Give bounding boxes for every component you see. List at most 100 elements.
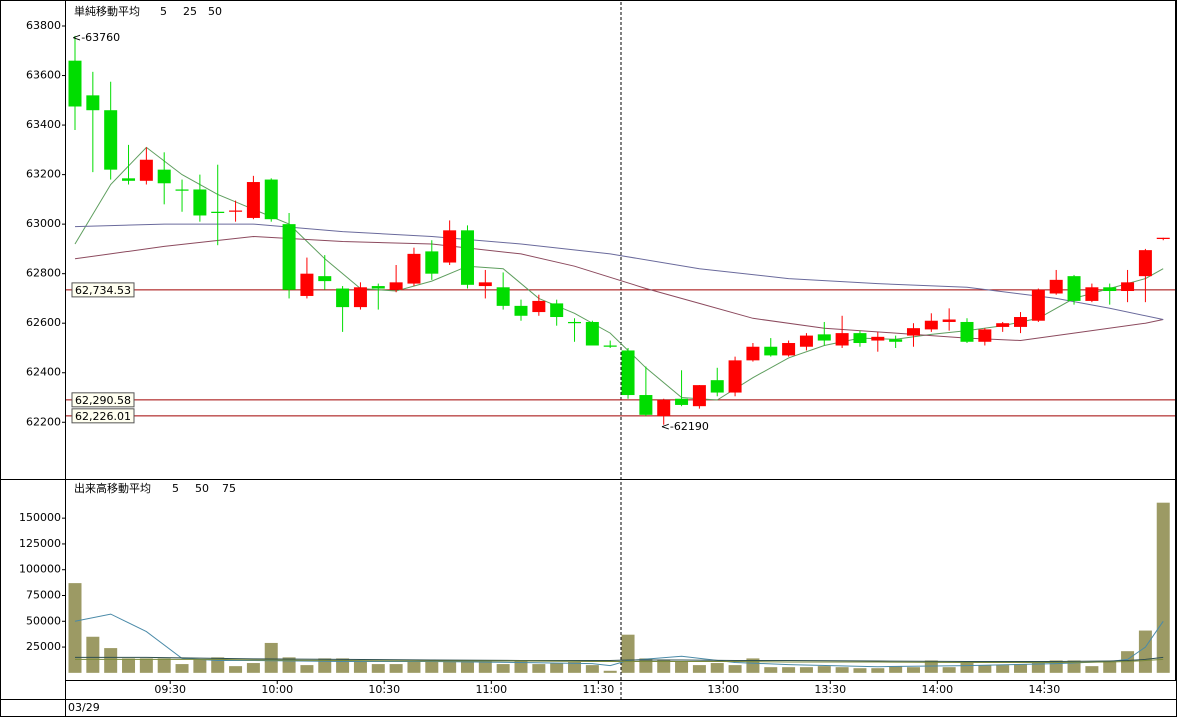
candle-body [246, 182, 260, 218]
x-tick-label: 11:00 [475, 683, 507, 696]
y-tick-label: 100000 [19, 563, 61, 576]
price-line-label-box [71, 392, 135, 408]
candle-body [300, 273, 314, 296]
candle-body [514, 305, 528, 316]
candle-body [211, 211, 225, 213]
candle-body [1067, 276, 1081, 301]
volume-bar [1014, 664, 1028, 673]
volume-bar [300, 665, 314, 673]
legend-entry: 50 [208, 5, 222, 18]
y-tick-label: 150000 [19, 511, 61, 524]
volume-bar [514, 660, 528, 673]
volume-bar [942, 667, 956, 673]
volume-bar [585, 665, 599, 673]
legend-entry: 50 [195, 482, 209, 495]
volume-bar [336, 658, 350, 673]
x-tick-label: 13:30 [814, 683, 846, 696]
extreme-label: <-62190 [661, 420, 709, 433]
volume-bar [996, 665, 1010, 673]
candle-body [746, 346, 760, 361]
candle-body [924, 320, 938, 330]
volume-bar [371, 664, 385, 673]
candle-body [1138, 250, 1152, 277]
candle-body [318, 276, 332, 282]
volume-bar [675, 662, 689, 673]
volume-bar [710, 663, 724, 673]
volume-bar [799, 667, 813, 673]
volume-bar [193, 659, 207, 673]
y-tick-label: 63200 [26, 168, 61, 181]
volume-bar [175, 664, 189, 673]
volume-bar [407, 660, 421, 673]
volume-bar [692, 665, 706, 673]
candle-body [657, 399, 671, 417]
candle-body [889, 339, 903, 342]
x-tick-label: 10:00 [261, 683, 293, 696]
candle-body [86, 95, 100, 111]
candle-body [175, 189, 189, 191]
candle-body [978, 329, 992, 342]
candle-body [443, 230, 457, 263]
candle-body [264, 179, 278, 220]
candle-body [407, 253, 421, 284]
volume-bar [1085, 666, 1099, 673]
extreme-label: <-63760 [72, 31, 120, 44]
candle-body [817, 334, 831, 341]
candle-body [568, 321, 582, 324]
candle-body [710, 380, 724, 393]
volume-bar [425, 660, 439, 673]
volume-bar [657, 659, 671, 673]
candle-body [193, 189, 207, 216]
candle-body [782, 343, 796, 356]
volume-bar [264, 642, 278, 673]
y-tick-label: 63600 [26, 69, 61, 82]
price-line-label: 62,290.58 [75, 394, 131, 407]
candle-body [336, 288, 350, 308]
candle-body [799, 335, 813, 347]
candle-body [996, 323, 1010, 327]
volume-bar [532, 664, 546, 673]
volume-bar [389, 664, 403, 673]
candle-body [460, 230, 474, 285]
candle-body [675, 398, 689, 405]
volume-bar [1138, 630, 1152, 673]
candle-body [104, 110, 118, 170]
x-tick-label: 10:30 [368, 683, 400, 696]
price-line-label-box [71, 408, 135, 424]
y-tick-label: 50000 [26, 614, 61, 627]
candle-body [1103, 287, 1117, 292]
volume-bar [157, 658, 171, 673]
candle-body [764, 346, 778, 356]
volume-bar [1103, 662, 1117, 673]
x-tick-label: 11:30 [583, 683, 615, 696]
y-tick-label: 25000 [26, 640, 61, 653]
x-tick-label: 14:30 [1029, 683, 1061, 696]
candle-body [639, 395, 653, 415]
volume-bar [443, 661, 457, 673]
legend-entry: 75 [222, 482, 236, 495]
volume-bar [889, 666, 903, 673]
legend-entry: 5 [172, 482, 179, 495]
volume-bar [835, 667, 849, 673]
candle-body [906, 328, 920, 336]
candle-body [496, 287, 510, 306]
volume-bar [978, 665, 992, 673]
y-tick-label: 63000 [26, 217, 61, 230]
candle-body [139, 159, 153, 181]
volume-bar [460, 660, 474, 673]
candle-body [122, 178, 136, 181]
candle-body [1031, 289, 1045, 321]
volume-bar [568, 662, 582, 673]
candle-body [1014, 317, 1028, 327]
candle-body [960, 321, 974, 342]
price-line-label: 62,226.01 [75, 410, 131, 423]
candle-body [353, 287, 367, 308]
volume-bar [229, 666, 243, 673]
ma-line [74, 235, 1164, 342]
volume-bar [246, 663, 260, 673]
volume-bar [603, 670, 617, 673]
candle-body [550, 303, 564, 318]
ma-line [75, 658, 1164, 663]
